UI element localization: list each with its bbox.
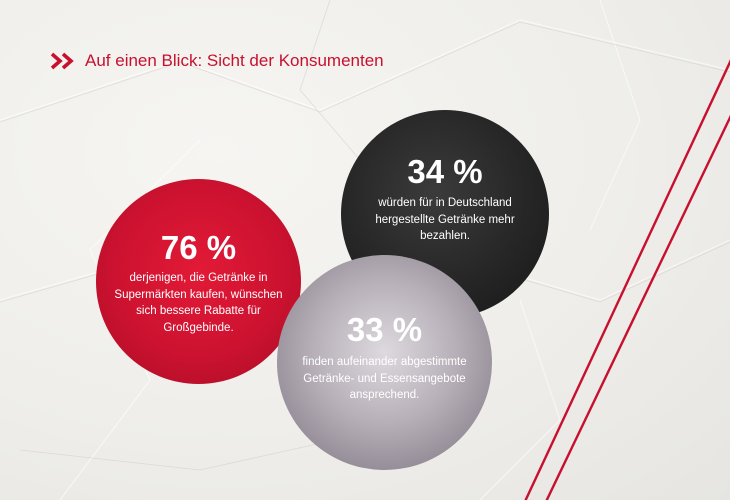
stat-description: finden aufeinander abgestimmte Getränke-… [302, 356, 467, 401]
stat-description: derjenigen, die Getränke in Supermärkten… [114, 272, 283, 334]
stat-circle-bulk-discounts: 76 % derjenigen, die Getränke in Supermä… [96, 179, 301, 384]
page-header: Auf einen Blick: Sicht der Konsumenten [49, 49, 384, 73]
chevron-double-right-icon [50, 52, 74, 70]
stat-percent: 34 % [407, 153, 483, 190]
page-title: Auf einen Blick: Sicht der Konsumenten [85, 51, 384, 70]
stat-circle-food-pairing: 33 % finden aufeinander abgestimmte Getr… [277, 255, 492, 470]
stat-percent: 33 % [346, 311, 423, 348]
stat-percent: 76 % [160, 229, 237, 266]
stat-description: würden für in Deutschland hergestellte G… [375, 197, 515, 242]
